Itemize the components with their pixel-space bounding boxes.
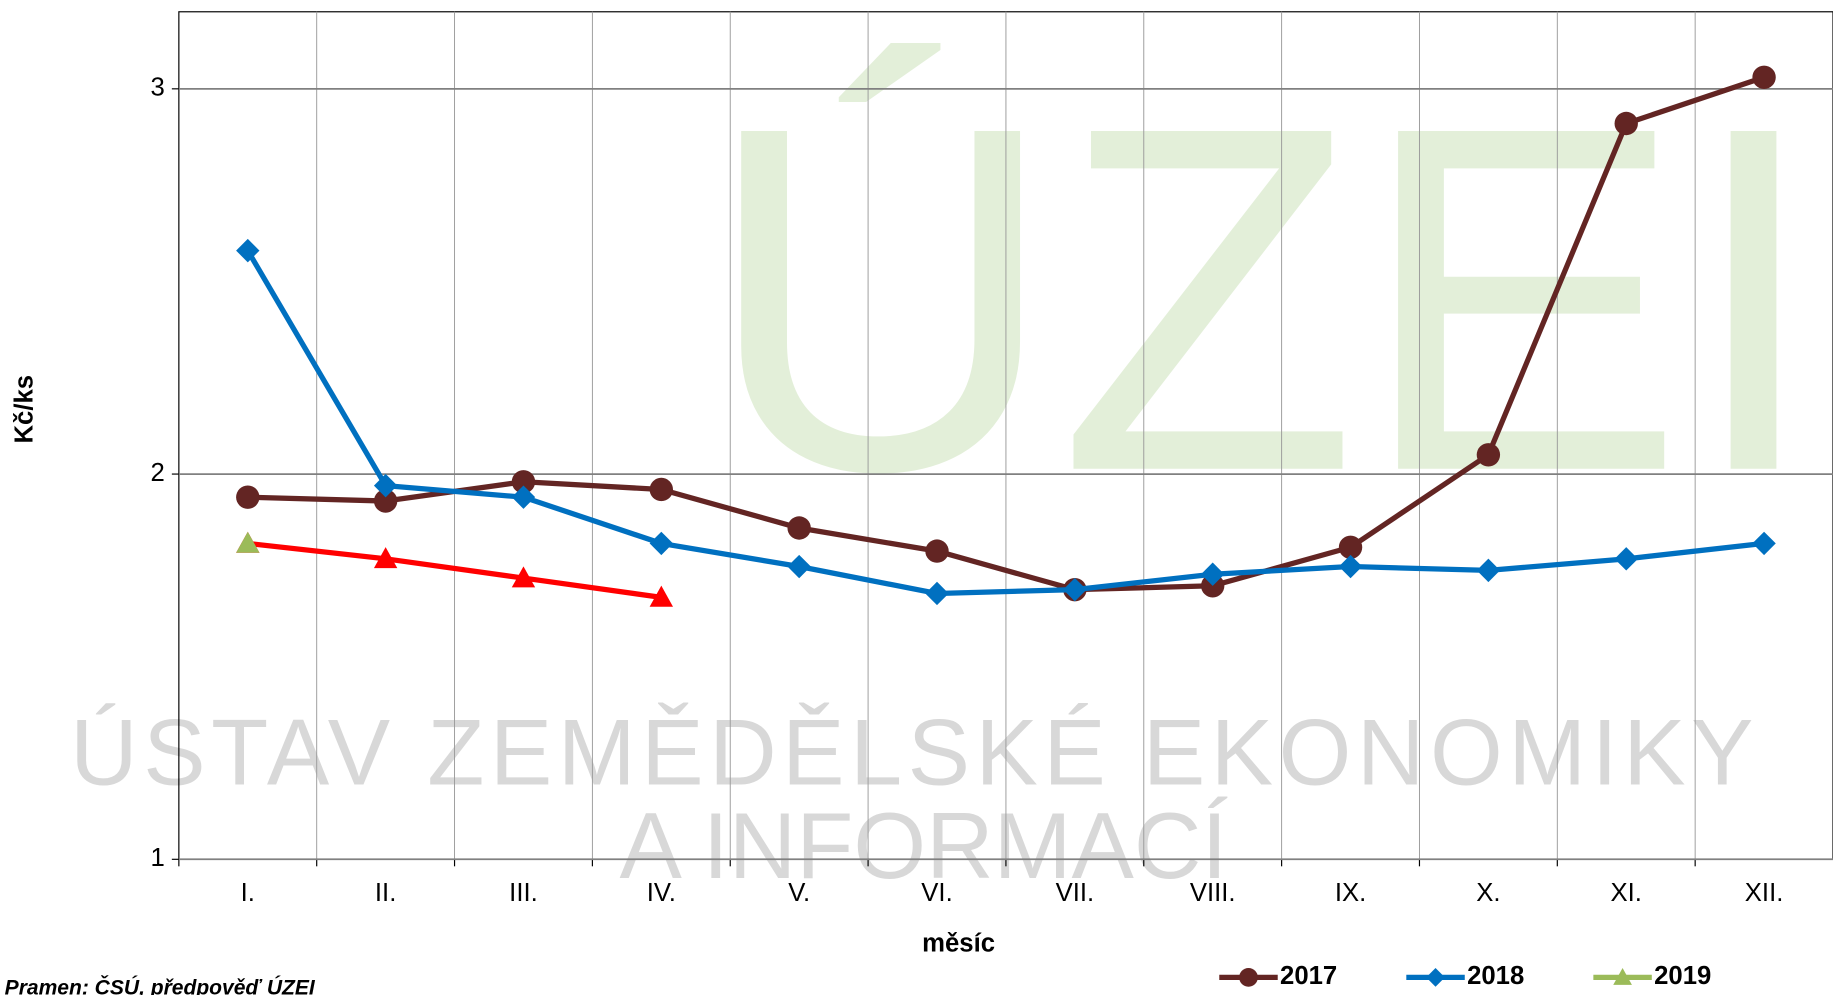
- y-tick-label: 3: [151, 74, 165, 102]
- marker: [787, 516, 811, 540]
- marker: [649, 477, 674, 502]
- x-tick-label: X.: [1476, 879, 1500, 907]
- marker: [787, 554, 811, 579]
- x-tick-label: XI.: [1611, 879, 1642, 907]
- marker: [236, 531, 260, 553]
- marker: [511, 566, 536, 588]
- marker: [1752, 531, 1776, 556]
- x-tick-label: VI.: [921, 879, 952, 907]
- marker: [236, 485, 260, 509]
- marker: [649, 531, 674, 556]
- marker: [373, 547, 398, 569]
- source: Pramen: ČSÚ, předpověď ÚZEI: [5, 976, 316, 995]
- marker: [373, 473, 398, 498]
- marker: [1338, 535, 1363, 559]
- marker: [236, 238, 260, 263]
- marker: [1614, 547, 1638, 571]
- series-line: [247, 74, 1765, 593]
- series-line: [245, 249, 1765, 597]
- marker: [1476, 558, 1501, 583]
- series-line: [247, 540, 662, 600]
- legend-label: 2018: [1467, 962, 1524, 990]
- marker: [1476, 443, 1501, 467]
- legend-label: 2017: [1280, 962, 1337, 990]
- x-tick-label: IX.: [1335, 879, 1366, 907]
- marker: [925, 539, 949, 563]
- marker: [511, 470, 536, 494]
- x-tick-label: VIII.: [1190, 879, 1236, 907]
- marker: [649, 585, 674, 607]
- watermark: ÚSTAV ZEMĚDĚLSKÉ EKONOMIKY: [70, 700, 1753, 805]
- watermark: A INFORMACÍ: [620, 793, 1228, 898]
- marker: [1614, 111, 1638, 136]
- marker: [1239, 968, 1258, 987]
- y-tick-label: 1: [151, 844, 165, 872]
- x-tick-label: XII.: [1745, 879, 1784, 907]
- x-tick-label: V.: [788, 879, 810, 907]
- marker: [1338, 554, 1363, 579]
- x-tick-label: II.: [375, 879, 396, 907]
- x-tick-label: VII.: [1056, 879, 1095, 907]
- marker: [373, 489, 398, 513]
- marker: [1613, 968, 1632, 985]
- x-tick-label: III.: [509, 879, 538, 907]
- marker: [925, 581, 949, 606]
- marker: [1426, 968, 1445, 987]
- x-tick-label: IV.: [647, 879, 676, 907]
- x-axis-label: měsíc: [922, 929, 995, 957]
- legend-label: 2019: [1654, 962, 1711, 990]
- marker: [1752, 65, 1776, 89]
- x-tick-label: I.: [241, 879, 255, 907]
- y-tick-label: 2: [151, 459, 165, 487]
- y-axis-label: Kč/ks: [11, 375, 39, 444]
- watermark: ÚZEI: [703, 26, 1821, 574]
